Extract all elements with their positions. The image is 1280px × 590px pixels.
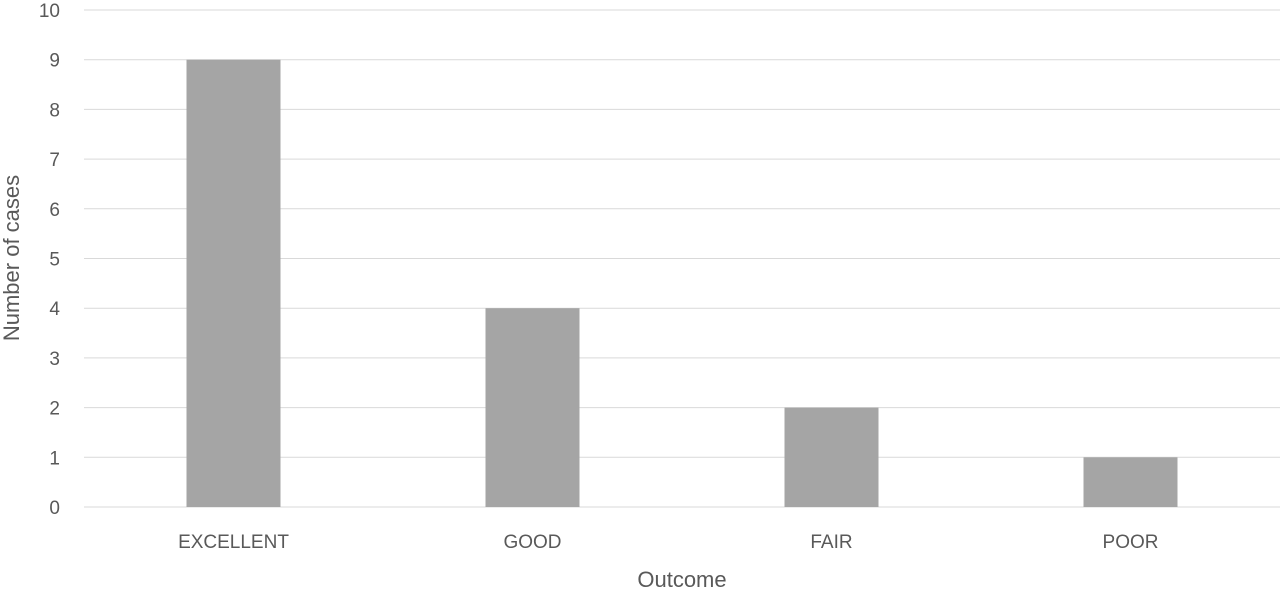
bars xyxy=(186,59,1178,507)
y-tick-label: 9 xyxy=(49,51,60,72)
y-axis-ticks: 0 1 2 3 4 5 6 7 8 9 10 xyxy=(39,1,61,519)
y-tick-label: 5 xyxy=(49,250,60,271)
x-tick-label: FAIR xyxy=(810,532,852,553)
x-axis-ticks: EXCELLENT GOOD FAIR POOR xyxy=(178,532,1158,553)
y-tick-label: 10 xyxy=(39,1,60,22)
y-tick-label: 3 xyxy=(49,349,60,370)
y-tick-label: 4 xyxy=(49,299,60,320)
y-tick-label: 1 xyxy=(49,448,60,469)
x-axis-title: Outcome xyxy=(637,567,726,590)
bar-good xyxy=(485,308,580,507)
y-tick-label: 0 xyxy=(49,498,60,519)
x-tick-label: POOR xyxy=(1103,532,1159,553)
y-tick-label: 8 xyxy=(49,100,60,121)
x-tick-label: GOOD xyxy=(503,532,561,553)
y-axis-title: Number of cases xyxy=(0,175,24,341)
bar-fair xyxy=(784,407,879,507)
bar-poor xyxy=(1083,457,1178,507)
y-tick-label: 6 xyxy=(49,200,60,221)
gridlines xyxy=(84,9,1280,508)
y-tick-label: 2 xyxy=(49,399,60,420)
bar-excellent xyxy=(186,59,281,507)
x-tick-label: EXCELLENT xyxy=(178,532,289,553)
y-tick-label: 7 xyxy=(49,150,60,171)
